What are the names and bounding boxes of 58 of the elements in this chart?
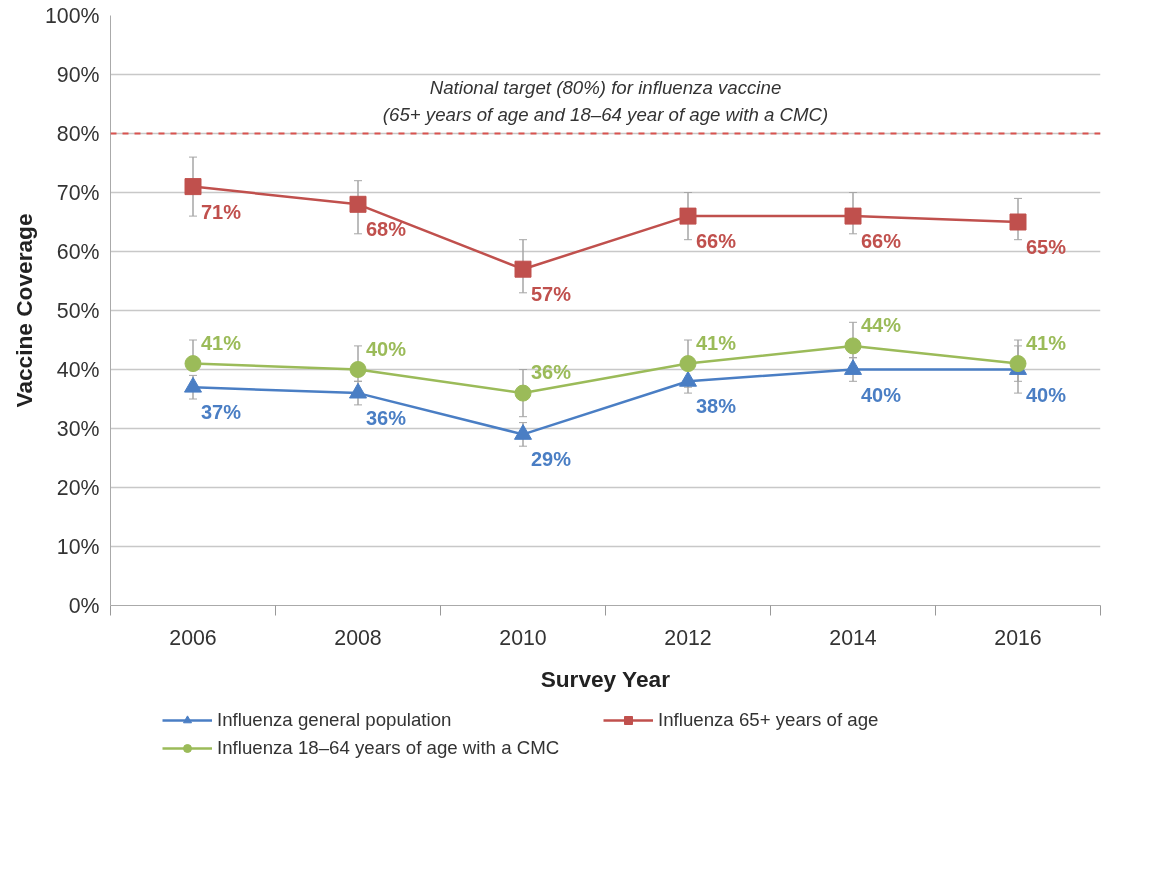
legend-label: Influenza 65+ years of age: [658, 709, 880, 731]
point: [844, 337, 862, 355]
data-label: 37%: [201, 401, 242, 424]
data-label: 29%: [531, 448, 572, 471]
point: [844, 207, 862, 225]
data-label: 65%: [1026, 236, 1067, 258]
point: [184, 178, 202, 196]
data-label: 40%: [1026, 383, 1067, 406]
y-tick-label: 20%: [56, 475, 100, 500]
x-tick-label: 2008: [334, 625, 382, 650]
y-tick-label: 10%: [56, 534, 100, 559]
y-tick-label: 70%: [56, 180, 100, 205]
point: [514, 424, 532, 440]
point: [679, 207, 697, 225]
x-axis-title: Survey Year: [540, 665, 671, 692]
x-tick-label: 2016: [994, 625, 1042, 650]
y-tick-label: 60%: [56, 239, 100, 264]
data-label: 40%: [861, 383, 902, 406]
y-tick-label: 50%: [56, 298, 100, 323]
point: [514, 384, 532, 402]
data-label: 66%: [696, 230, 737, 253]
data-label: 57%: [531, 283, 572, 306]
y-tick-label: 80%: [56, 121, 100, 146]
point: [184, 376, 202, 393]
x-tick-label: 2010: [499, 625, 547, 650]
data-label: 36%: [531, 361, 572, 384]
point: [184, 355, 202, 373]
data-label: 41%: [696, 331, 737, 354]
point: [679, 355, 697, 373]
point: [349, 195, 367, 213]
x-tick-label: 2014: [829, 625, 877, 650]
y-tick-label: 0%: [68, 593, 100, 618]
data-label: 40%: [366, 337, 407, 360]
point: [1009, 213, 1027, 231]
y-axis-title: Vaccine Coverage: [10, 213, 37, 408]
data-label: 68%: [366, 218, 407, 241]
point: [844, 359, 862, 375]
y-tick-label: 90%: [56, 62, 100, 87]
point: [679, 370, 697, 387]
x-tick-label: 2006: [169, 625, 217, 650]
y-tick-label: 40%: [56, 357, 100, 382]
data-label: 71%: [201, 200, 242, 223]
point: [349, 361, 367, 378]
legend-label: Influenza 18–64 years of age with a CMC: [217, 737, 561, 759]
point: [349, 382, 367, 399]
data-label: 38%: [696, 395, 737, 418]
data-label: 36%: [366, 407, 407, 430]
data-label: 44%: [861, 313, 902, 336]
data-label: 41%: [1026, 331, 1067, 354]
ref-line-label: National target (80%) for influenza vaccine (65+ years of age and 18–64 year of age with a CMC): [382, 77, 829, 126]
x-tick-label: 2012: [664, 625, 712, 650]
point: [514, 260, 532, 278]
legend-label: Influenza general population: [217, 709, 453, 731]
y-tick-label: 30%: [56, 416, 100, 441]
point: [1009, 355, 1027, 373]
data-label: 66%: [861, 230, 902, 253]
y-tick-label: 100%: [44, 3, 100, 28]
data-label: 41%: [201, 331, 242, 354]
